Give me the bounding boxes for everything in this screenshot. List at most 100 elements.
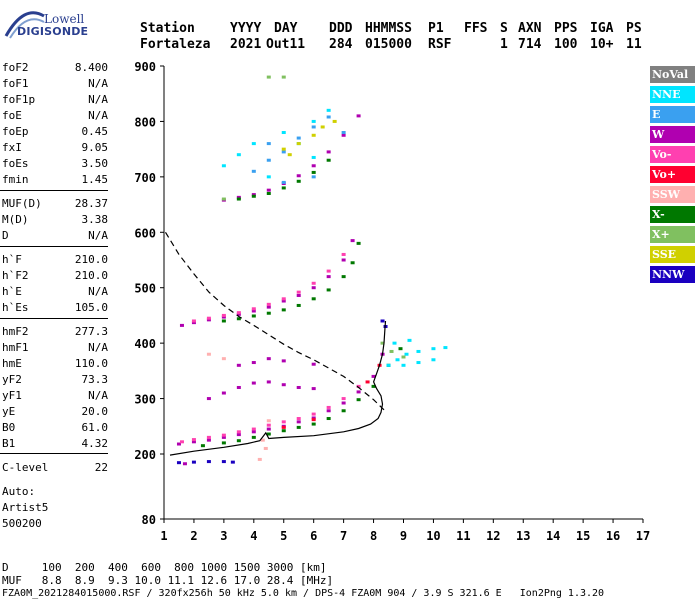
header-label: AXN (518, 21, 542, 36)
swoosh-icon (4, 11, 45, 39)
data-point (263, 446, 268, 450)
data-point (236, 317, 241, 321)
param-name: yF2 (2, 373, 22, 386)
data-point (281, 180, 286, 184)
data-point (311, 286, 316, 290)
data-point (356, 114, 361, 118)
data-point (326, 417, 331, 421)
data-point (311, 170, 316, 174)
param-name: M(D) (2, 213, 29, 226)
param-row: h`Es 105.0 (2, 301, 108, 314)
data-point (200, 444, 205, 448)
logo-line1: Lowell (44, 12, 85, 26)
data-point (407, 338, 412, 342)
param-name: foF1 (2, 77, 29, 90)
data-point (341, 275, 346, 279)
param-value: 3.50 (81, 157, 109, 170)
data-point (326, 269, 331, 273)
data-point (251, 361, 256, 365)
data-point (191, 438, 196, 442)
param-value: N/A (88, 109, 108, 122)
param-value: 105.0 (74, 301, 108, 314)
param-value: 8.400 (74, 61, 108, 74)
data-point (380, 341, 385, 345)
header-label: FFS (464, 21, 488, 36)
data-point (251, 314, 256, 318)
data-point (311, 155, 316, 159)
data-point (341, 397, 346, 401)
separator (0, 318, 108, 319)
polarization-legend: NoVal NNE E W Vo- Vo+ SSW X- X+ SSE NNW (650, 66, 695, 286)
auto-line: Auto: (2, 485, 36, 498)
data-point (281, 297, 286, 301)
profile-curve (169, 320, 387, 456)
digisonde-logo: Lowell DIGISONDE (4, 6, 124, 46)
data-point (395, 358, 400, 362)
data-point (191, 460, 196, 464)
param-value: 1.45 (81, 173, 109, 186)
param-name: yF1 (2, 389, 22, 402)
header-label: P1 (428, 21, 444, 36)
data-point (236, 430, 241, 434)
y-tick-label: 900 (134, 60, 156, 74)
data-point (206, 438, 211, 442)
param-row: h`E N/A (2, 285, 108, 298)
param-row: hmF2 277.3 (2, 325, 108, 338)
param-name: h`F (2, 253, 22, 266)
data-point (236, 439, 241, 443)
param-name: C-level (2, 461, 49, 474)
data-point (296, 303, 301, 307)
data-point (326, 409, 331, 413)
x-tick-label: 9 (400, 529, 407, 543)
data-point (311, 281, 316, 285)
data-point (206, 435, 211, 439)
legend-item: X- (650, 206, 695, 223)
data-point (287, 153, 292, 157)
data-point (296, 179, 301, 183)
data-point (296, 290, 301, 294)
data-point (266, 423, 271, 427)
param-row: B0 61.0 (2, 421, 108, 434)
separator (0, 246, 108, 247)
x-tick-label: 12 (486, 529, 500, 543)
data-point (266, 302, 271, 306)
param-value: N/A (88, 285, 108, 298)
x-tick-label: 5 (280, 529, 287, 543)
y-tick-label: 500 (134, 282, 156, 296)
auto-line: Artist5 (2, 501, 49, 514)
x-tick-label: 7 (340, 529, 347, 543)
legend-item: SSE (650, 246, 695, 263)
param-row: foEp 0.45 (2, 125, 108, 138)
data-point (356, 384, 361, 388)
data-point (341, 133, 346, 137)
param-name: hmE (2, 357, 22, 370)
x-tick-label: 6 (310, 529, 317, 543)
data-point (296, 417, 301, 421)
header-label: DDD (329, 21, 353, 36)
data-point (389, 349, 394, 353)
header-value: RSF (428, 37, 452, 52)
data-point (281, 299, 286, 303)
header-value: 11 (626, 37, 642, 52)
data-point (281, 75, 286, 79)
data-point (221, 315, 226, 319)
param-value: 110.0 (74, 357, 108, 370)
header-label: S (500, 21, 508, 36)
data-point (281, 359, 286, 363)
data-point (221, 433, 226, 437)
data-point (251, 193, 256, 197)
data-point (281, 383, 286, 387)
legend-item: Vo+ (650, 166, 695, 183)
data-point (341, 131, 346, 135)
data-point (281, 147, 286, 151)
data-point (176, 442, 181, 446)
param-row: MUF(D) 28.37 (2, 197, 108, 210)
footer-muf-row: MUF 8.8 8.9 9.3 10.0 11.1 12.6 17.0 28.4… (2, 574, 334, 587)
data-point (326, 115, 331, 119)
header-label: DAY (274, 21, 298, 36)
param-row: hmF1 N/A (2, 341, 108, 354)
data-point (266, 305, 271, 309)
param-row: M(D) 3.38 (2, 213, 108, 226)
data-point (251, 194, 256, 198)
param-value: 9.05 (81, 141, 109, 154)
